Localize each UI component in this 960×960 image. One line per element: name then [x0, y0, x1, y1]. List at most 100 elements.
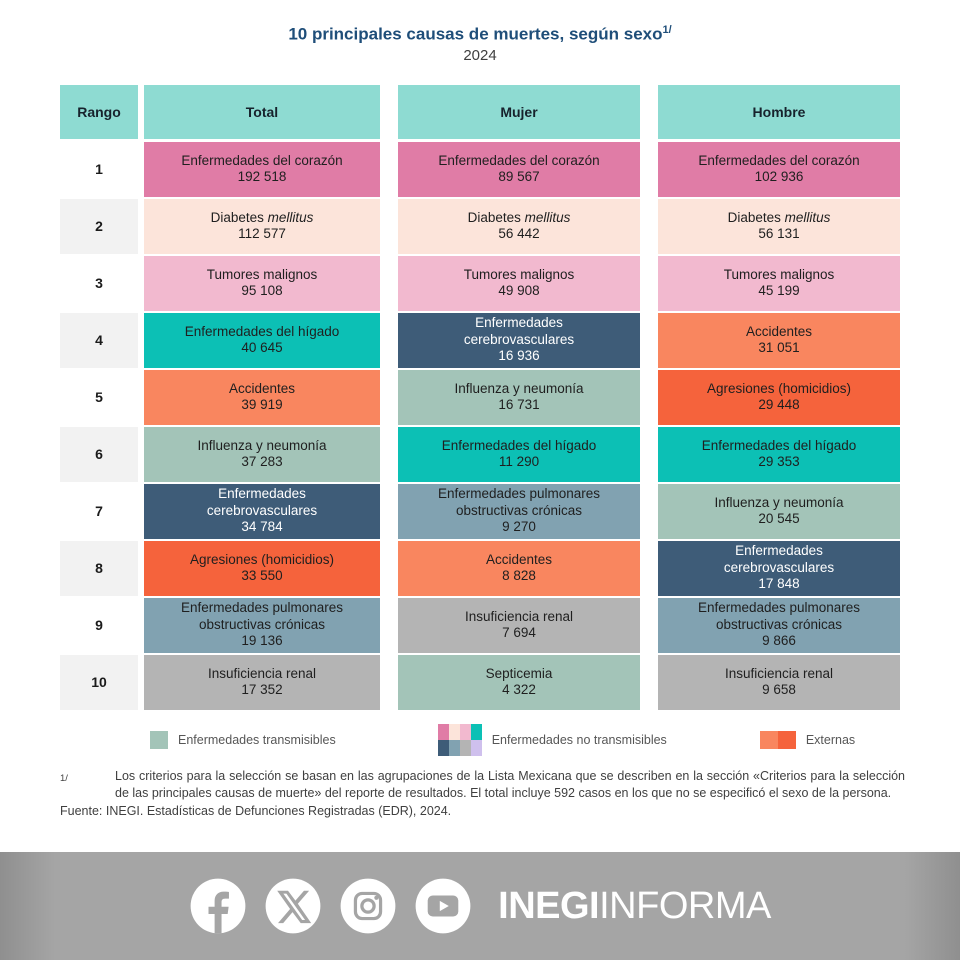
facebook-icon[interactable]	[189, 877, 247, 935]
cause-cell: Tumores malignos 95 108	[144, 255, 380, 311]
legend: Enfermedades transmisibles Enfermedades …	[60, 723, 900, 756]
cause-value: 45 199	[758, 283, 800, 299]
cause-name: Enfermedades del hígado	[184, 323, 340, 339]
legend-item-transmisibles: Enfermedades transmisibles	[150, 730, 336, 749]
cause-name: Accidentes	[745, 323, 813, 339]
cause-cell: Enfermedades del hígado 11 290	[398, 426, 640, 482]
cause-value: 112 577	[238, 226, 286, 242]
cause-cell: Influenza y neumonía 20 545	[658, 483, 900, 539]
table-row: 7 Enfermedades cerebrovasculares 34 784 Enf…	[60, 483, 900, 539]
footnote-marker: 1/	[60, 772, 68, 784]
cause-name: Accidentes	[228, 380, 296, 396]
cause-value: 192 518	[237, 169, 287, 185]
legend-item-externas: Externas	[759, 730, 856, 749]
cause-value: 89 567	[498, 169, 540, 185]
no-transmisibles-swatch-icon	[437, 723, 482, 756]
legend-label: Enfermedades transmisibles	[178, 732, 336, 747]
table-row: 3 Tumores malignos 95 108 Tumores malignos 4…	[60, 255, 900, 311]
cause-cell: Accidentes 8 828	[398, 540, 640, 596]
cause-name: Accidentes	[485, 551, 553, 567]
cause-value: 17 848	[758, 576, 800, 592]
rank-cell: 6	[60, 426, 138, 482]
cause-cell: Influenza y neumonía 16 731	[398, 369, 640, 425]
cause-cell: Diabetes mellitus 56 442	[398, 198, 640, 254]
cause-cell: Enfermedades pulmonares obstructivas cró…	[144, 597, 380, 653]
cause-name: Insuficiencia renal	[464, 608, 574, 624]
inegi-informa-logo: INEGIINFORMA	[498, 884, 771, 927]
cause-cell: Insuficiencia renal 7 694	[398, 597, 640, 653]
legend-label: Externas	[805, 732, 856, 747]
cause-cell: Enfermedades cerebrovasculares 16 936	[398, 312, 640, 368]
causes-table: Rango Total Mujer Hombre 1 Enfermedades d…	[60, 84, 900, 710]
table-row: 4 Enfermedades del hígado 40 645 Enfermedad…	[60, 312, 900, 368]
cause-value: 29 353	[758, 454, 800, 470]
cause-name: Enfermedades del corazón	[438, 152, 600, 168]
cause-cell: Enfermedades pulmonares obstructivas cró…	[658, 597, 900, 653]
footnote-text: Los criterios para la selección se basan…	[115, 768, 905, 800]
cause-cell: Septicemia 4 322	[398, 654, 640, 710]
cause-name: Influenza y neumonía	[454, 380, 584, 396]
youtube-icon[interactable]	[414, 877, 472, 935]
cause-name: Septicemia	[485, 665, 553, 681]
instagram-icon[interactable]	[339, 877, 397, 935]
cause-cell: Enfermedades del hígado 40 645	[144, 312, 380, 368]
table-row: 9 Enfermedades pulmonares obstructivas cr…	[60, 597, 900, 653]
cause-cell: Enfermedades del corazón 102 936	[658, 141, 900, 197]
cause-name: Enfermedades del corazón	[698, 152, 860, 168]
cause-value: 56 131	[758, 226, 800, 242]
cause-name: Tumores malignos	[206, 266, 318, 282]
cause-value: 102 936	[754, 169, 804, 185]
footnote: 1/ Los criterios para la selección se ba…	[60, 768, 905, 820]
cause-cell: Enfermedades del corazón 89 567	[398, 141, 640, 197]
col-header-hombre: Hombre	[658, 84, 900, 139]
table-row: 1 Enfermedades del corazón 192 518 Enfermed…	[60, 141, 900, 197]
cause-name: Enfermedades pulmonares obstructivas cró…	[697, 600, 861, 632]
cause-name: Tumores malignos	[463, 266, 575, 282]
rank-cell: 9	[95, 617, 103, 634]
cause-value: 49 908	[498, 283, 540, 299]
footer-banner: INEGIINFORMA	[0, 852, 960, 960]
cause-value: 9 658	[762, 682, 796, 698]
table-row: 10 Insuficiencia renal 17 352 Septicemia 4 3…	[60, 654, 900, 710]
cause-name: Diabetes mellitus	[467, 209, 571, 225]
cause-value: 19 136	[241, 633, 283, 649]
col-header-mujer: Mujer	[398, 84, 640, 139]
cause-name: Diabetes mellitus	[210, 209, 314, 225]
cause-name: Influenza y neumonía	[714, 494, 844, 510]
cause-value: 7 694	[502, 625, 536, 641]
cause-value: 31 051	[758, 340, 800, 356]
title-footnote-marker: 1/	[662, 24, 672, 36]
cause-cell: Agresiones (homicidios) 33 550	[144, 540, 380, 596]
cause-cell: Enfermedades cerebrovasculares 17 848	[658, 540, 900, 596]
cause-cell: Tumores malignos 45 199	[658, 255, 900, 311]
rank-cell: 3	[95, 275, 103, 292]
cause-value: 11 290	[498, 454, 540, 470]
cause-cell: Diabetes mellitus 56 131	[658, 198, 900, 254]
cause-value: 29 448	[758, 397, 800, 413]
cause-cell: Enfermedades del corazón 192 518	[144, 141, 380, 197]
cause-value: 37 283	[241, 454, 283, 470]
cause-name: Enfermedades del corazón	[181, 152, 343, 168]
cause-name: Diabetes mellitus	[727, 209, 831, 225]
rank-cell: 7	[95, 503, 103, 520]
cause-name: Agresiones (homicidios)	[189, 551, 335, 567]
cause-cell: Enfermedades cerebrovasculares 34 784	[144, 483, 380, 539]
cause-value: 56 442	[498, 226, 540, 242]
source-line: Fuente: INEGI. Estadísticas de Defuncion…	[60, 803, 452, 818]
cause-cell: Agresiones (homicidios) 29 448	[658, 369, 900, 425]
cause-cell: Tumores malignos 49 908	[398, 255, 640, 311]
cause-cell: Accidentes 39 919	[144, 369, 380, 425]
cause-name: Insuficiencia renal	[207, 665, 317, 681]
legend-item-no-transmisibles: Enfermedades no transmisibles	[437, 723, 667, 756]
cause-cell: Insuficiencia renal 17 352	[144, 654, 380, 710]
cause-value: 33 550	[241, 568, 283, 584]
cause-value: 39 919	[241, 397, 283, 413]
cause-value: 40 645	[241, 340, 283, 356]
cause-name: Agresiones (homicidios)	[706, 380, 852, 396]
cause-value: 4 322	[502, 682, 536, 698]
x-icon[interactable]	[264, 877, 322, 935]
cause-value: 16 936	[498, 348, 540, 364]
cause-name: Enfermedades cerebrovasculares	[463, 315, 575, 347]
table-row: 2 Diabetes mellitus 112 577 Diabetes mellit…	[60, 198, 900, 254]
cause-name: Enfermedades cerebrovasculares	[723, 543, 835, 575]
